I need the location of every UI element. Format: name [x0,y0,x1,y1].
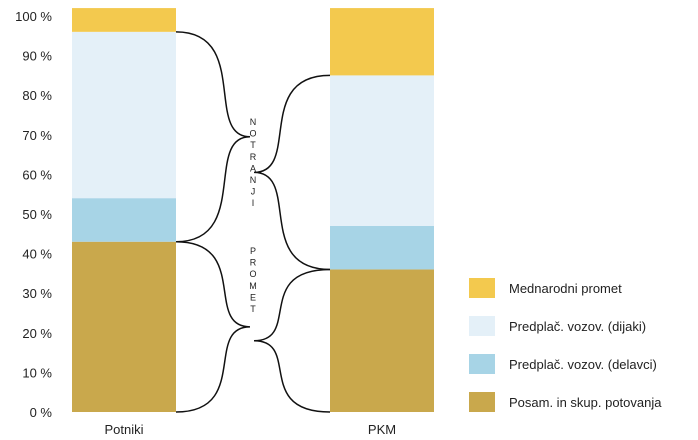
annotation-letter: E [250,292,256,302]
brace-pkm-upper [253,74,331,271]
category-label: PKM [368,422,396,437]
legend-label: Mednarodni promet [509,281,622,296]
annotation-letter: T [250,140,256,150]
brace-potniki-upper [175,31,251,243]
legend: Mednarodni promet Predplač. vozov. (dijak… [469,278,662,412]
legend-swatch [469,278,495,298]
y-tick-label: 60 % [22,167,52,182]
y-tick-label: 50 % [22,207,52,222]
bar-segment-potniki-3 [72,8,176,32]
annotation-letter: O [249,129,256,139]
x-axis-categories: Potniki PKM [104,422,396,437]
annotation-letter: T [250,304,256,314]
bar-segment-pkm-3 [330,8,434,76]
legend-swatch [469,354,495,374]
y-tick-label: 30 % [22,286,52,301]
annotation-letter: I [252,198,255,208]
y-tick-label: 80 % [22,88,52,103]
legend-swatch [469,316,495,336]
bar-segment-pkm-2 [330,75,434,226]
annotation-letter: J [251,187,256,197]
y-tick-label: 90 % [22,49,52,64]
annotation-letter: R [250,258,257,268]
y-tick-label: 20 % [22,326,52,341]
annotation-letter: M [249,281,257,291]
category-label: Potniki [104,422,143,437]
legend-swatch [469,392,495,412]
annotation-letter: A [250,163,256,173]
legend-label: Predplač. vozov. (dijaki) [509,319,646,334]
y-tick-label: 10 % [22,365,52,380]
annotation-letter: R [250,152,257,162]
bar-segment-potniki-0 [72,241,176,412]
bar-segment-pkm-1 [330,225,434,270]
annotation-letter: O [249,269,256,279]
legend-label: Predplač. vozov. (delavci) [509,357,657,372]
bar-segment-pkm-0 [330,269,434,412]
y-tick-label: 0 % [30,405,53,420]
brace-potniki-lower [175,240,251,413]
y-axis-ticks: 0 % 10 % 20 % 30 % 40 % 50 % 60 % 70 % 80 % 90 % 1… [15,9,52,420]
bar-segment-potniki-1 [72,198,176,242]
y-tick-label: 40 % [22,247,52,262]
brace-pkm-lower [253,268,331,413]
y-tick-label: 100 % [15,9,52,24]
braces-layer [175,31,331,413]
annotation-letter: P [250,246,256,256]
bars-layer [72,8,434,412]
legend-label: Posam. in skup. potovanja [509,395,662,410]
annotation-letter: N [250,175,257,185]
bar-segment-potniki-2 [72,31,176,199]
y-tick-label: 70 % [22,128,52,143]
annotation-letter: N [250,117,257,127]
